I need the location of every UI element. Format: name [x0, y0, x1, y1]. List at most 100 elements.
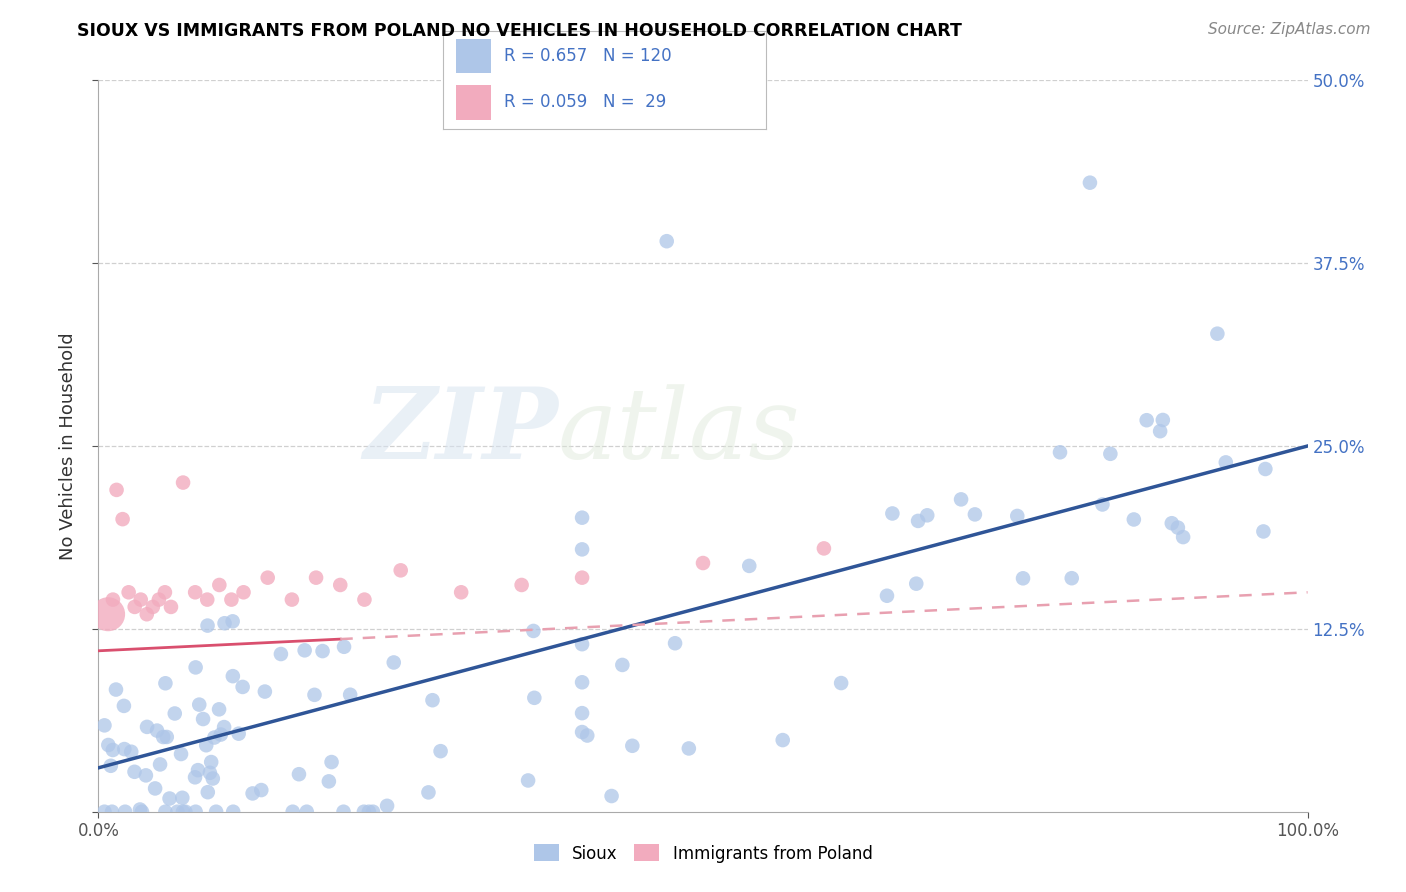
Point — [571, 542, 593, 557]
Point — [382, 656, 405, 670]
Text: Source: ZipAtlas.com: Source: ZipAtlas.com — [1208, 22, 1371, 37]
Point — [146, 723, 169, 738]
Point — [963, 508, 986, 522]
Point — [222, 805, 245, 819]
Point — [100, 759, 122, 773]
Point — [101, 592, 124, 607]
Point — [131, 805, 153, 819]
Point — [1091, 498, 1114, 512]
Point — [124, 599, 146, 614]
Point — [318, 774, 340, 789]
Point — [1206, 326, 1229, 341]
Point — [678, 741, 700, 756]
Point — [142, 599, 165, 614]
Point — [1122, 512, 1144, 526]
Point — [129, 592, 152, 607]
Point — [1049, 445, 1071, 459]
Point — [510, 578, 533, 592]
Point — [281, 592, 304, 607]
Point — [155, 805, 177, 819]
Point — [332, 805, 354, 819]
Bar — [456, 86, 492, 120]
Point — [197, 618, 219, 632]
Point — [205, 805, 228, 819]
Point — [389, 563, 412, 577]
Point — [184, 660, 207, 674]
Point — [208, 578, 231, 592]
Point — [143, 781, 166, 796]
Point — [170, 747, 193, 761]
Point — [105, 483, 128, 497]
Point — [222, 669, 245, 683]
Point — [1253, 524, 1275, 539]
Point — [571, 706, 593, 720]
Point — [256, 571, 278, 585]
Point — [915, 508, 938, 523]
Point — [1060, 571, 1083, 585]
Point — [163, 706, 186, 721]
Point — [333, 640, 356, 654]
Text: ZIP: ZIP — [363, 384, 558, 480]
Point — [907, 514, 929, 528]
Point — [188, 698, 211, 712]
Point — [1254, 462, 1277, 476]
Point — [135, 768, 157, 782]
Point — [201, 772, 224, 786]
Point — [172, 790, 194, 805]
Point — [200, 755, 222, 769]
Point — [153, 585, 176, 599]
Point — [184, 805, 207, 819]
Point — [1167, 520, 1189, 534]
Point — [1012, 571, 1035, 585]
Point — [612, 657, 634, 672]
Point — [135, 607, 157, 622]
Point — [160, 599, 183, 614]
Point — [270, 647, 292, 661]
Point — [172, 475, 194, 490]
Text: atlas: atlas — [558, 384, 800, 479]
Point — [571, 675, 593, 690]
Point — [93, 718, 115, 732]
Point — [357, 805, 380, 819]
Point — [429, 744, 451, 758]
Text: R = 0.657   N = 120: R = 0.657 N = 120 — [505, 47, 672, 65]
Point — [692, 556, 714, 570]
Point — [221, 615, 243, 629]
Point — [353, 805, 375, 819]
Point — [882, 507, 904, 521]
Point — [191, 712, 214, 726]
Point — [184, 770, 207, 784]
Point — [375, 798, 398, 813]
Point — [738, 558, 761, 573]
Point — [571, 510, 593, 524]
Point — [294, 643, 316, 657]
Point — [1152, 413, 1174, 427]
Point — [253, 684, 276, 698]
Point — [311, 644, 333, 658]
Point — [305, 571, 328, 585]
Point — [1078, 176, 1101, 190]
Point — [212, 720, 235, 734]
Point — [422, 693, 444, 707]
Point — [129, 803, 152, 817]
Point — [655, 234, 678, 248]
Point — [155, 676, 177, 690]
Point — [329, 578, 352, 592]
Point — [281, 805, 304, 819]
Point — [1171, 530, 1194, 544]
Point — [304, 688, 326, 702]
Point — [232, 585, 254, 599]
Point — [124, 764, 146, 779]
Point — [830, 676, 852, 690]
Point — [149, 757, 172, 772]
Point — [214, 616, 236, 631]
Point — [1160, 516, 1182, 531]
Point — [104, 682, 127, 697]
Point — [571, 637, 593, 651]
Point — [221, 592, 243, 607]
Point — [209, 727, 232, 741]
Point — [136, 720, 159, 734]
Point — [813, 541, 835, 556]
Point — [101, 805, 124, 819]
Point — [166, 805, 188, 819]
